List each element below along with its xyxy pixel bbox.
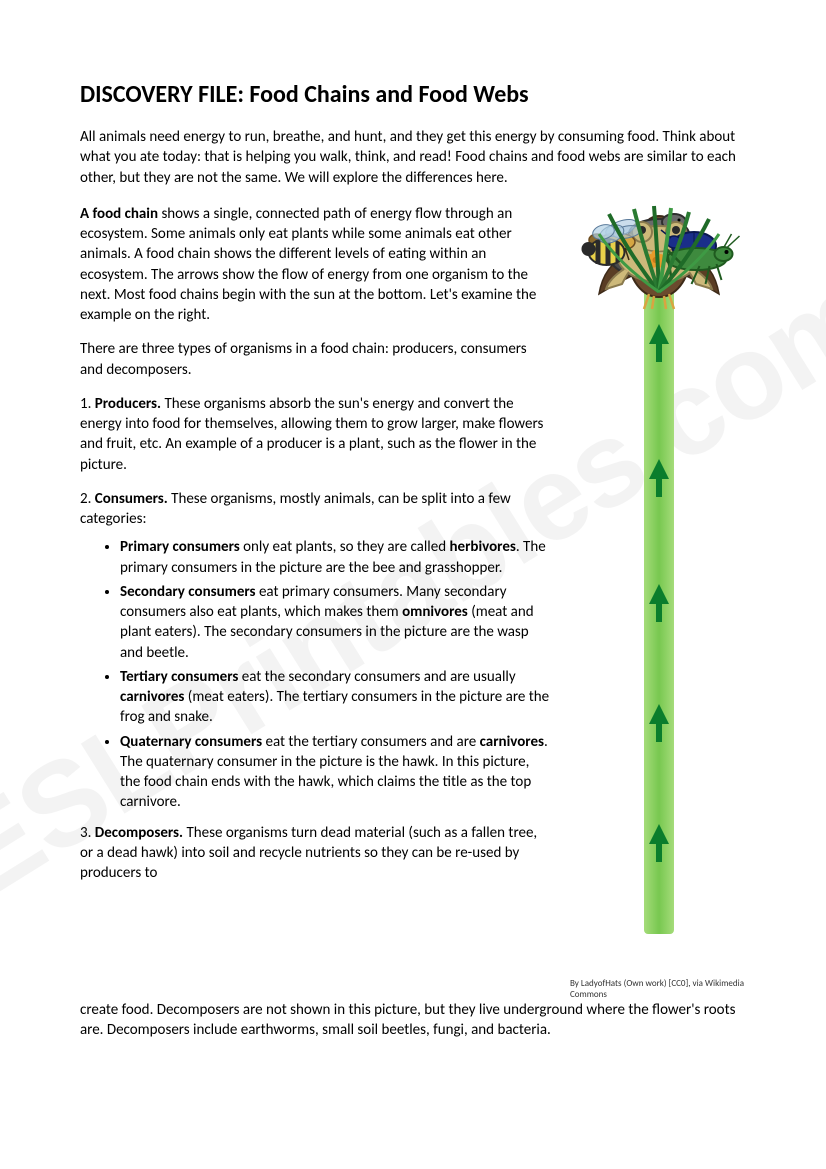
quaternary-consumer-item: Quaternary consumers eat the tertiary co…: [120, 732, 550, 813]
food-chain-diagram: [566, 204, 751, 974]
page-title: DISCOVERY FILE: Food Chains and Food Web…: [80, 80, 751, 109]
primary-consumer-item: Primary consumers only eat plants, so th…: [120, 537, 550, 578]
flow-arrow-icon: [649, 824, 669, 844]
consumers-term: Consumers.: [95, 490, 168, 508]
grass-icon: [589, 204, 729, 299]
consumer-categories-list: Primary consumers only eat plants, so th…: [80, 537, 550, 812]
types-paragraph: There are three types of organisms in a …: [80, 339, 550, 380]
food-chain-paragraph: A food chain shows a single, connected p…: [80, 204, 550, 326]
flow-arrow-icon: [649, 459, 669, 479]
producers-item: 1. Producers. These organisms absorb the…: [80, 394, 550, 475]
quaternary-term: Quaternary consumers: [120, 733, 262, 751]
intro-paragraph: All animals need energy to run, breathe,…: [80, 127, 751, 188]
primary-term: Primary consumers: [120, 538, 240, 556]
flow-arrow-icon: [649, 584, 669, 604]
quaternary-carnivores-term: carnivores: [480, 733, 544, 751]
producers-term: Producers.: [95, 395, 161, 413]
text-column: A food chain shows a single, connected p…: [80, 204, 550, 1000]
decomposers-term: Decomposers.: [95, 824, 183, 842]
diagram-caption: By LadyofHats (Own work) [CC0], via Wiki…: [566, 978, 751, 1000]
secondary-consumer-item: Secondary consumers eat primary consumer…: [120, 582, 550, 663]
carnivores-term: carnivores: [120, 688, 184, 706]
flow-arrow-icon: [649, 324, 669, 344]
food-chain-term: A food chain: [80, 205, 158, 223]
tertiary-term: Tertiary consumers: [120, 668, 238, 686]
decomposers-text-b: create food. Decomposers are not shown i…: [80, 1000, 751, 1041]
consumers-item: 2. Consumers. These organisms, mostly an…: [80, 489, 550, 530]
decomposers-item: 3. Decomposers. These organisms turn dea…: [80, 823, 550, 884]
herbivores-term: herbivores: [449, 538, 515, 556]
page-container: DISCOVERY FILE: Food Chains and Food Web…: [0, 0, 826, 1100]
tertiary-consumer-item: Tertiary consumers eat the secondary con…: [120, 667, 550, 728]
omnivores-term: omnivores: [402, 603, 468, 621]
diagram-column: By LadyofHats (Own work) [CC0], via Wiki…: [566, 204, 751, 1000]
flow-arrow-icon: [649, 704, 669, 724]
secondary-term: Secondary consumers: [120, 583, 256, 601]
content-columns: A food chain shows a single, connected p…: [80, 204, 751, 1000]
